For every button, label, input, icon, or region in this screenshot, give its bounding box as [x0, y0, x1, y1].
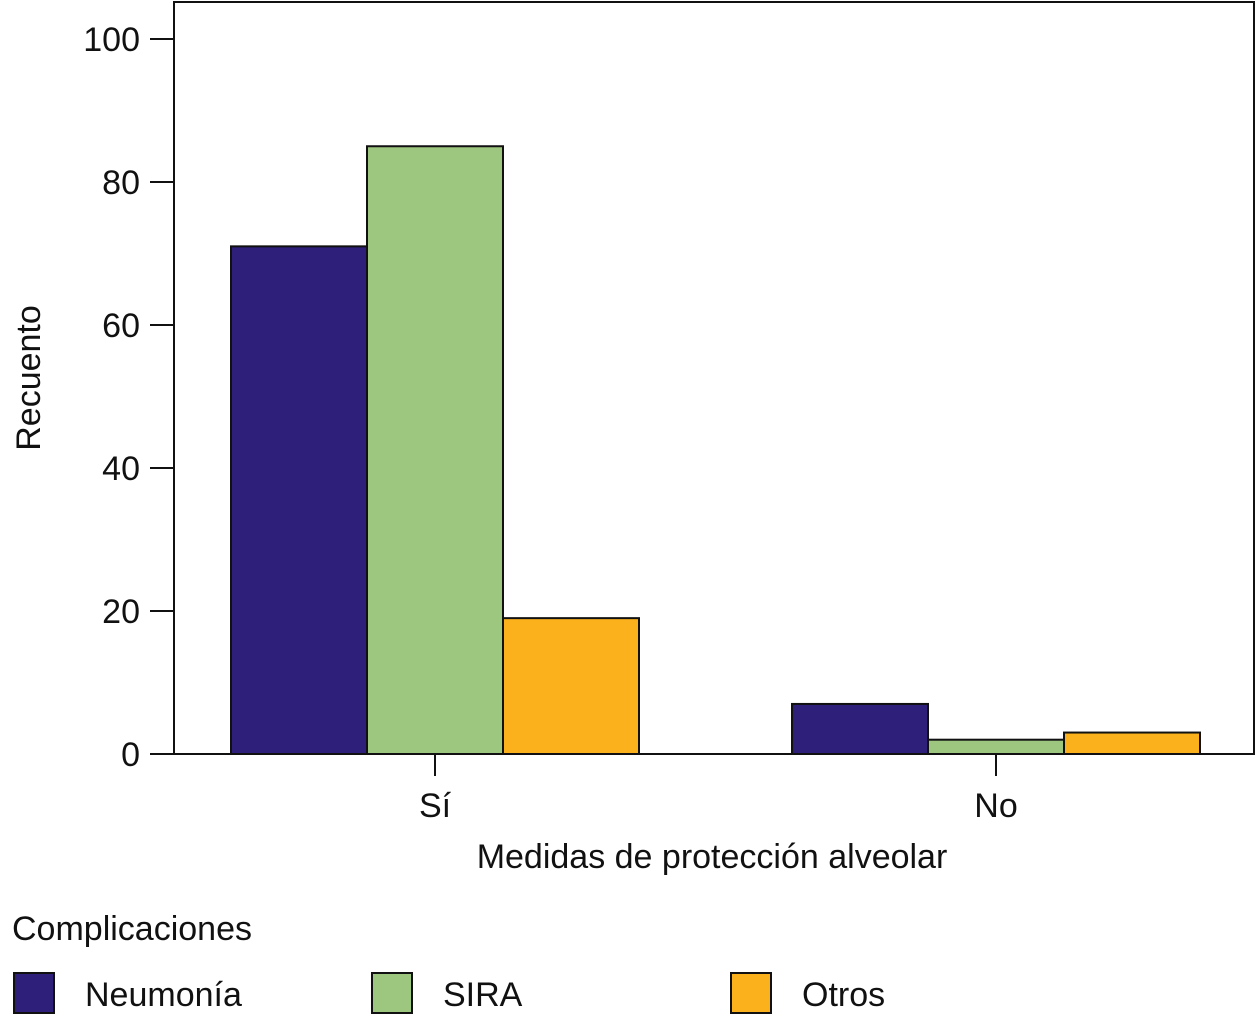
y-tick-label: 0: [121, 736, 140, 774]
y-tick-label: 40: [102, 450, 140, 488]
legend-label: SIRA: [443, 976, 523, 1014]
x-tick-label: No: [974, 787, 1017, 825]
bar-neumonía-0: [230, 245, 368, 755]
legend-swatch: [13, 972, 55, 1014]
x-axis-label: Medidas de protección alveolar: [477, 838, 948, 876]
y-tick-label: 100: [83, 21, 140, 59]
y-tick-label: 20: [102, 593, 140, 631]
y-axis: 0 20 40 60 80 100: [83, 21, 174, 774]
y-tick-label: 80: [102, 164, 140, 202]
bar-otros-1: [1063, 731, 1201, 755]
x-axis: Sí No: [419, 754, 1018, 825]
legend-label: Otros: [802, 976, 885, 1014]
bar-sira-1: [927, 738, 1065, 756]
legend: Neumonía SIRA Otros: [13, 972, 885, 1014]
bar-otros-0: [502, 617, 640, 756]
plot-frame: [173, 1, 1255, 755]
bars: [230, 145, 1201, 756]
legend-swatch: [730, 972, 772, 1014]
bar-sira-0: [366, 145, 504, 755]
legend-label: Neumonía: [85, 976, 242, 1014]
bar-neumonía-1: [791, 702, 929, 756]
x-tick-label: Sí: [419, 787, 452, 825]
y-tick-label: 60: [102, 307, 140, 345]
legend-swatch: [371, 972, 413, 1014]
y-axis-label: Recuento: [10, 305, 48, 451]
legend-title: Complicaciones: [12, 910, 252, 948]
